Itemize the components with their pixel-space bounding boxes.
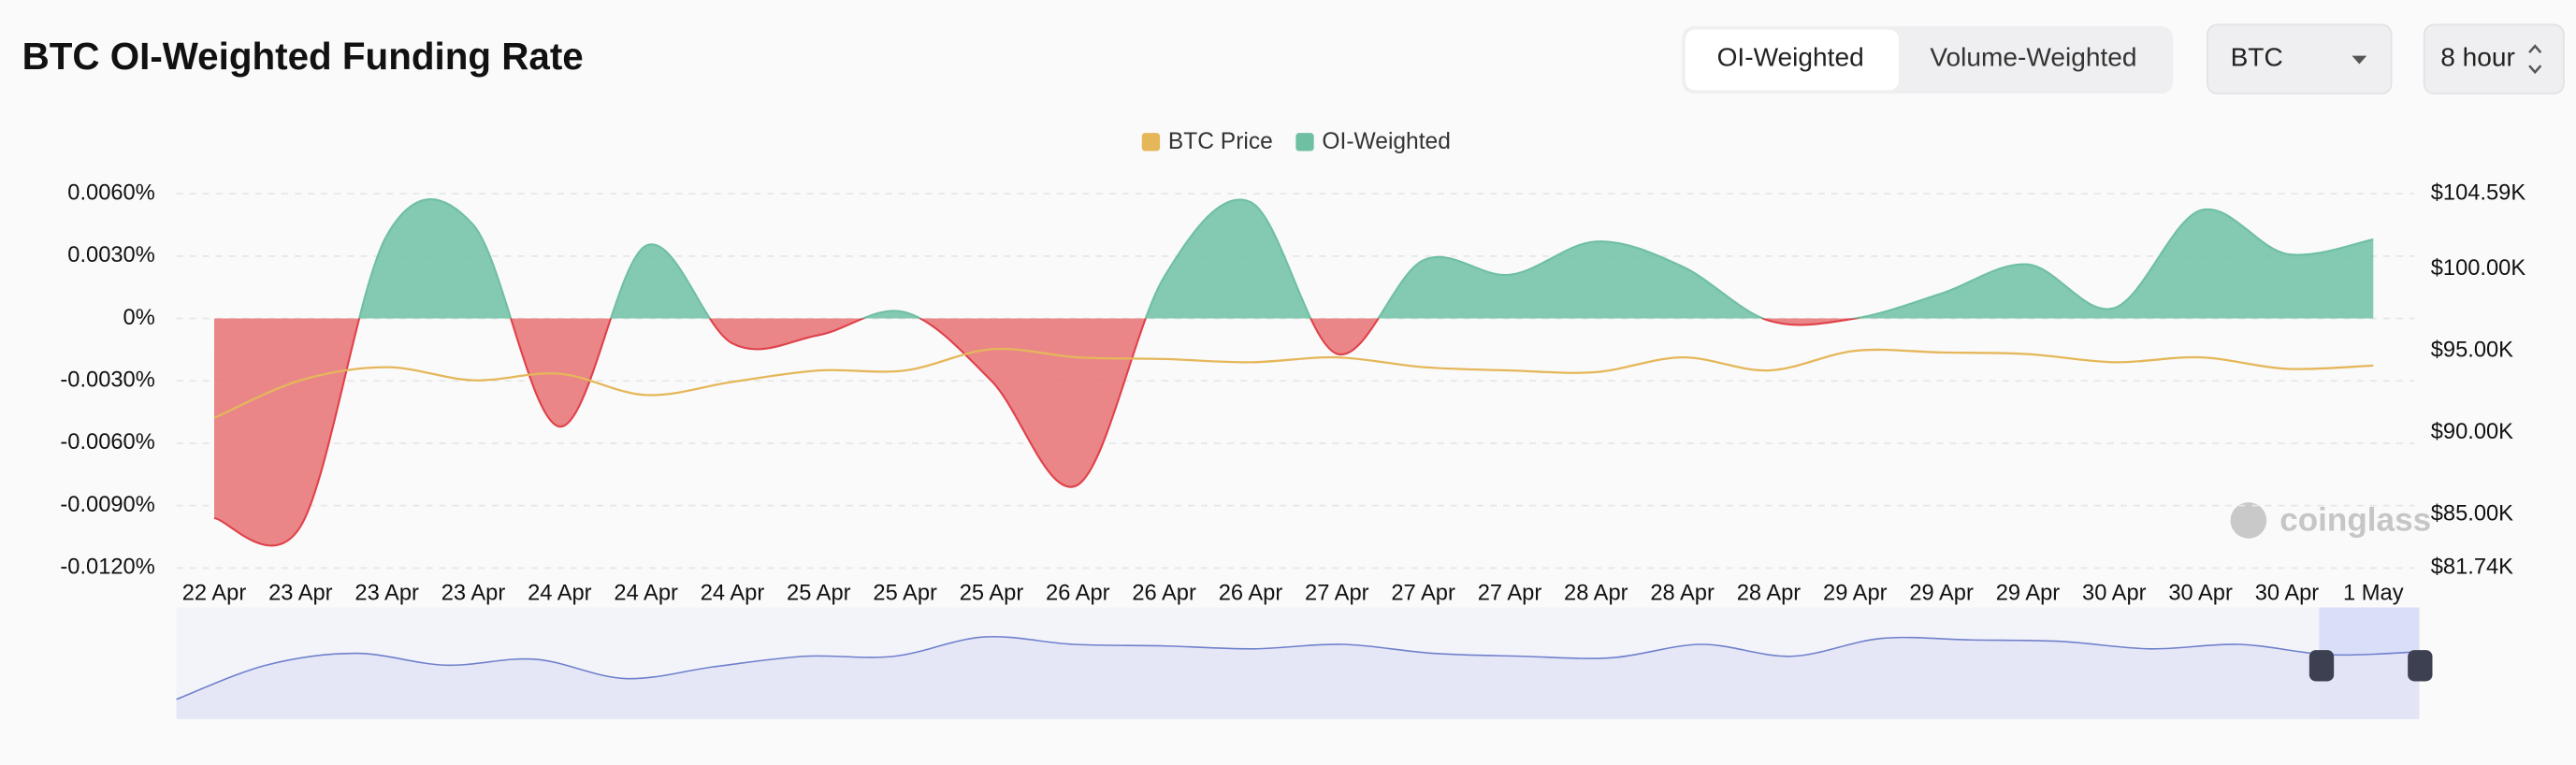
x-tick-label: 29 Apr (1996, 582, 2061, 606)
y-tick-label: 0% (123, 306, 155, 330)
x-tick-label: 28 Apr (1737, 582, 1802, 606)
legend-label: BTC Price (1168, 129, 1273, 154)
x-tick-label: 30 Apr (2082, 582, 2147, 606)
x-tick-label: 28 Apr (1650, 582, 1715, 606)
legend-label: OI-Weighted (1322, 129, 1450, 154)
toggle-active[interactable] (1685, 29, 1899, 91)
x-tick-label: 27 Apr (1391, 582, 1455, 606)
watermark-text: coinglass (2279, 501, 2431, 538)
interval-select[interactable] (2423, 23, 2565, 94)
y-tick-label: -0.0090% (60, 493, 154, 517)
x-tick-label: 24 Apr (701, 582, 765, 606)
y-tick-label: 0.0030% (67, 243, 155, 267)
y-tick-label: 0.0060% (67, 180, 155, 205)
x-tick-label: 29 Apr (1909, 582, 1974, 606)
x-tick-label: 26 Apr (1219, 582, 1283, 606)
y2-tick-label: $95.00K (2431, 338, 2513, 362)
coin-select[interactable] (2207, 23, 2393, 94)
toggle-option[interactable]: Volume-Weighted (1930, 43, 2136, 72)
navigator-handle[interactable] (2308, 650, 2335, 682)
y-tick-label: -0.0120% (60, 556, 154, 580)
select-arrows (2528, 44, 2542, 75)
x-tick-label: 27 Apr (1305, 582, 1369, 606)
interval-select-value: 8 hour (2440, 43, 2515, 72)
legend-swatch (1141, 133, 1161, 152)
coin-select-value: BTC (2231, 43, 2283, 72)
x-tick-label: 28 Apr (1564, 582, 1628, 606)
x-tick-label: 29 Apr (1823, 582, 1888, 606)
x-tick-label: 30 Apr (2255, 582, 2320, 606)
y2-tick-label: $85.00K (2431, 502, 2513, 527)
x-tick-label: 25 Apr (873, 582, 937, 606)
select-caret (2352, 55, 2367, 65)
x-tick-label: 26 Apr (1132, 582, 1196, 606)
price-line (213, 347, 2374, 419)
navigator-line (176, 635, 2420, 700)
x-tick-label: 23 Apr (268, 582, 333, 606)
y-tick-label: -0.0030% (60, 368, 154, 393)
y2-tick-label: $90.00K (2431, 420, 2513, 444)
area-line-negative (213, 318, 1861, 547)
x-tick-label: 24 Apr (528, 582, 592, 606)
x-tick-label: 26 Apr (1046, 582, 1110, 606)
legend-swatch (1295, 133, 1314, 152)
navigator-handle[interactable] (2408, 650, 2433, 682)
x-tick-label: 27 Apr (1478, 582, 1542, 606)
y2-tick-label: $104.59K (2431, 180, 2526, 205)
toggle-option[interactable]: OI-Weighted (1717, 43, 1864, 72)
x-tick-label: 22 Apr (182, 582, 247, 606)
watermark: coinglass (2230, 501, 2431, 539)
x-tick-label: 1 May (2343, 582, 2404, 606)
x-tick-label: 23 Apr (355, 582, 419, 606)
area-positive (213, 199, 2374, 319)
navigator-area (176, 636, 2420, 719)
chart-title: BTC OI-Weighted Funding Rate (22, 35, 584, 78)
y2-tick-label: $81.74K (2431, 556, 2513, 580)
area-line-positive (357, 198, 2374, 319)
x-tick-label: 30 Apr (2168, 582, 2233, 606)
x-tick-label: 25 Apr (787, 582, 851, 606)
y-tick-label: -0.0060% (60, 430, 154, 455)
x-tick-label: 23 Apr (441, 582, 506, 606)
x-tick-label: 24 Apr (614, 582, 678, 606)
x-tick-label: 25 Apr (960, 582, 1024, 606)
watermark-logo (2230, 502, 2267, 539)
y2-tick-label: $100.00K (2431, 256, 2526, 281)
